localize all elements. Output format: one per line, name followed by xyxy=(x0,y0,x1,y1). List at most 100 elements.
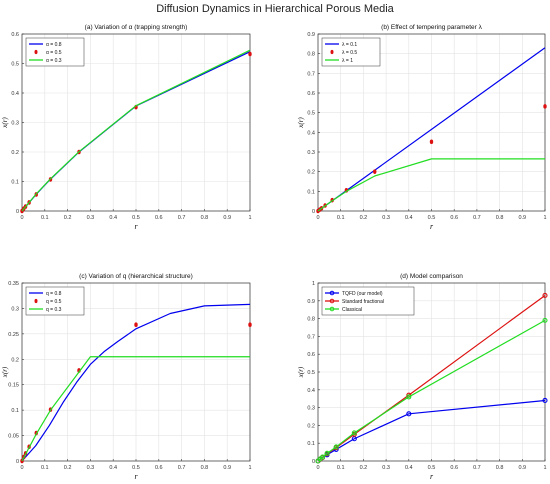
legend-entry: λ = 1 xyxy=(342,58,353,64)
y-tick-label: 0.05 xyxy=(8,434,19,440)
legend-entry: Standard fractional xyxy=(342,299,384,305)
chart-title: (a) Variation of α (trapping strength) xyxy=(85,24,188,31)
data-point xyxy=(248,51,252,57)
x-tick-label: 0.1 xyxy=(41,215,49,221)
series-line-3 xyxy=(21,356,250,462)
chart-title: (c) Variation of q (hierarchical structu… xyxy=(79,273,193,280)
series-line-1 xyxy=(317,47,546,212)
chart-panel-3: 0 0.1 0.2 0.3 0.4 0.5 0.6 0.7 0.8 0.9 1 0 0.05 0.1 0.1… xyxy=(1,273,252,481)
y-tick-label: 0.4 xyxy=(11,91,19,97)
data-point xyxy=(333,444,339,450)
y-tick-label: 0.3 xyxy=(307,150,315,156)
x-tick-label: 0.3 xyxy=(382,465,390,471)
y-tick-label: 0.2 xyxy=(11,150,19,156)
data-point xyxy=(406,394,412,400)
x-axis-label: r xyxy=(430,222,434,231)
legend-entry: q = 0.5 xyxy=(46,299,62,305)
y-tick-label: 0.2 xyxy=(11,357,19,363)
x-tick-label: 0.7 xyxy=(473,215,481,221)
x-tick-label: 0.7 xyxy=(473,465,481,471)
data-point xyxy=(542,317,548,323)
x-tick-label: 0.6 xyxy=(155,465,163,471)
x-tick-label: 0.5 xyxy=(428,215,436,221)
data-point xyxy=(543,104,547,109)
x-tick-label: 0.2 xyxy=(64,465,72,471)
x-tick-label: 0.9 xyxy=(518,465,526,471)
x-tick-label: 0.6 xyxy=(450,465,458,471)
y-tick-label: 0.5 xyxy=(307,370,315,376)
x-tick-label: 0.6 xyxy=(155,215,163,221)
y-axis-label: x(r) xyxy=(1,366,9,378)
x-tick-label: 0.4 xyxy=(405,465,413,471)
legend: α = 0.8 α = 0.5 α = 0.3 xyxy=(25,37,85,67)
legend-entry: λ = 0.5 xyxy=(342,50,357,56)
data-point xyxy=(319,454,326,460)
x-tick-label: 0.3 xyxy=(87,215,95,221)
data-point xyxy=(542,397,548,404)
x-tick-label: 0.9 xyxy=(223,465,231,471)
x-tick-label: 0.9 xyxy=(518,215,526,221)
y-tick-label: 0 xyxy=(16,459,19,465)
y-tick-label: 0.3 xyxy=(11,306,19,312)
legend-entry: λ = 0.1 xyxy=(342,42,357,48)
axes-frame xyxy=(317,282,546,462)
x-tick-label: 0.5 xyxy=(132,465,140,471)
legend-swatch xyxy=(330,49,334,55)
legend-swatch-marker xyxy=(329,290,335,296)
y-tick-label: 1 xyxy=(312,281,315,287)
legend-swatch xyxy=(34,298,38,304)
x-tick-label: 0.8 xyxy=(201,465,209,471)
data-point xyxy=(134,322,138,328)
y-tick-label: 0 xyxy=(16,209,19,215)
y-axis-label: x(r) xyxy=(297,366,305,378)
y-tick-label: 0.9 xyxy=(307,32,315,38)
x-axis-label: r xyxy=(134,222,138,231)
x-tick-label: 0.6 xyxy=(450,215,458,221)
x-tick-label: 0.2 xyxy=(360,215,368,221)
x-tick-label: 0.1 xyxy=(41,465,49,471)
y-tick-label: 0.8 xyxy=(307,317,315,323)
legend-swatch xyxy=(34,49,38,55)
y-tick-label: 0.4 xyxy=(307,130,315,136)
legend-entry: α = 0.3 xyxy=(46,58,62,64)
figure-title: Diffusion Dynamics in Hierarchical Porou… xyxy=(156,3,394,15)
x-tick-label: 0.3 xyxy=(87,465,95,471)
x-tick-label: 0 xyxy=(316,465,319,471)
x-tick-label: 0.8 xyxy=(496,465,504,471)
x-tick-label: 1 xyxy=(248,465,251,471)
legend: q = 0.8 q = 0.5 q = 0.3 xyxy=(25,286,85,316)
data-point xyxy=(248,322,252,328)
legend-entry: TQFD (our model) xyxy=(342,291,383,297)
data-point xyxy=(406,411,412,417)
x-tick-label: 1 xyxy=(543,465,546,471)
x-axis-label: r xyxy=(430,472,434,481)
data-point xyxy=(373,169,377,174)
x-tick-label: 0.8 xyxy=(496,215,504,221)
legend-entry: q = 0.8 xyxy=(46,291,62,297)
chart-title: (b) Effect of tempering parameter λ xyxy=(381,24,482,31)
y-tick-label: 0.4 xyxy=(307,388,315,394)
legend: λ = 0.1 λ = 0.5 λ = 1 xyxy=(321,37,381,67)
y-tick-label: 0.5 xyxy=(307,111,315,117)
y-tick-label: 0.1 xyxy=(11,180,19,186)
x-tick-label: 0.5 xyxy=(132,215,140,221)
x-tick-label: 1 xyxy=(248,215,251,221)
y-tick-label: 0.35 xyxy=(8,281,19,287)
series-line-1 xyxy=(21,303,251,462)
x-tick-label: 0.4 xyxy=(405,215,413,221)
chart-panel-2: 0 0.1 0.2 0.3 0.4 0.5 0.6 0.7 0.8 0.9 1 0 0.1 0.2 0.3 0… xyxy=(297,24,547,231)
y-tick-label: 0 xyxy=(312,459,315,465)
legend-swatch-marker xyxy=(329,298,335,304)
y-tick-label: 0.2 xyxy=(307,423,315,429)
y-tick-label: 0.25 xyxy=(8,332,19,338)
x-tick-label: 0.2 xyxy=(64,215,72,221)
y-axis-label: x(r) xyxy=(1,117,9,129)
series-line-3 xyxy=(317,158,545,212)
y-tick-label: 0.3 xyxy=(307,406,315,412)
chart-title: (d) Model comparison xyxy=(400,273,463,280)
y-tick-label: 0.3 xyxy=(11,121,19,127)
x-tick-label: 0 xyxy=(20,465,23,471)
x-tick-label: 0.7 xyxy=(178,465,186,471)
y-tick-label: 0.8 xyxy=(307,52,315,58)
